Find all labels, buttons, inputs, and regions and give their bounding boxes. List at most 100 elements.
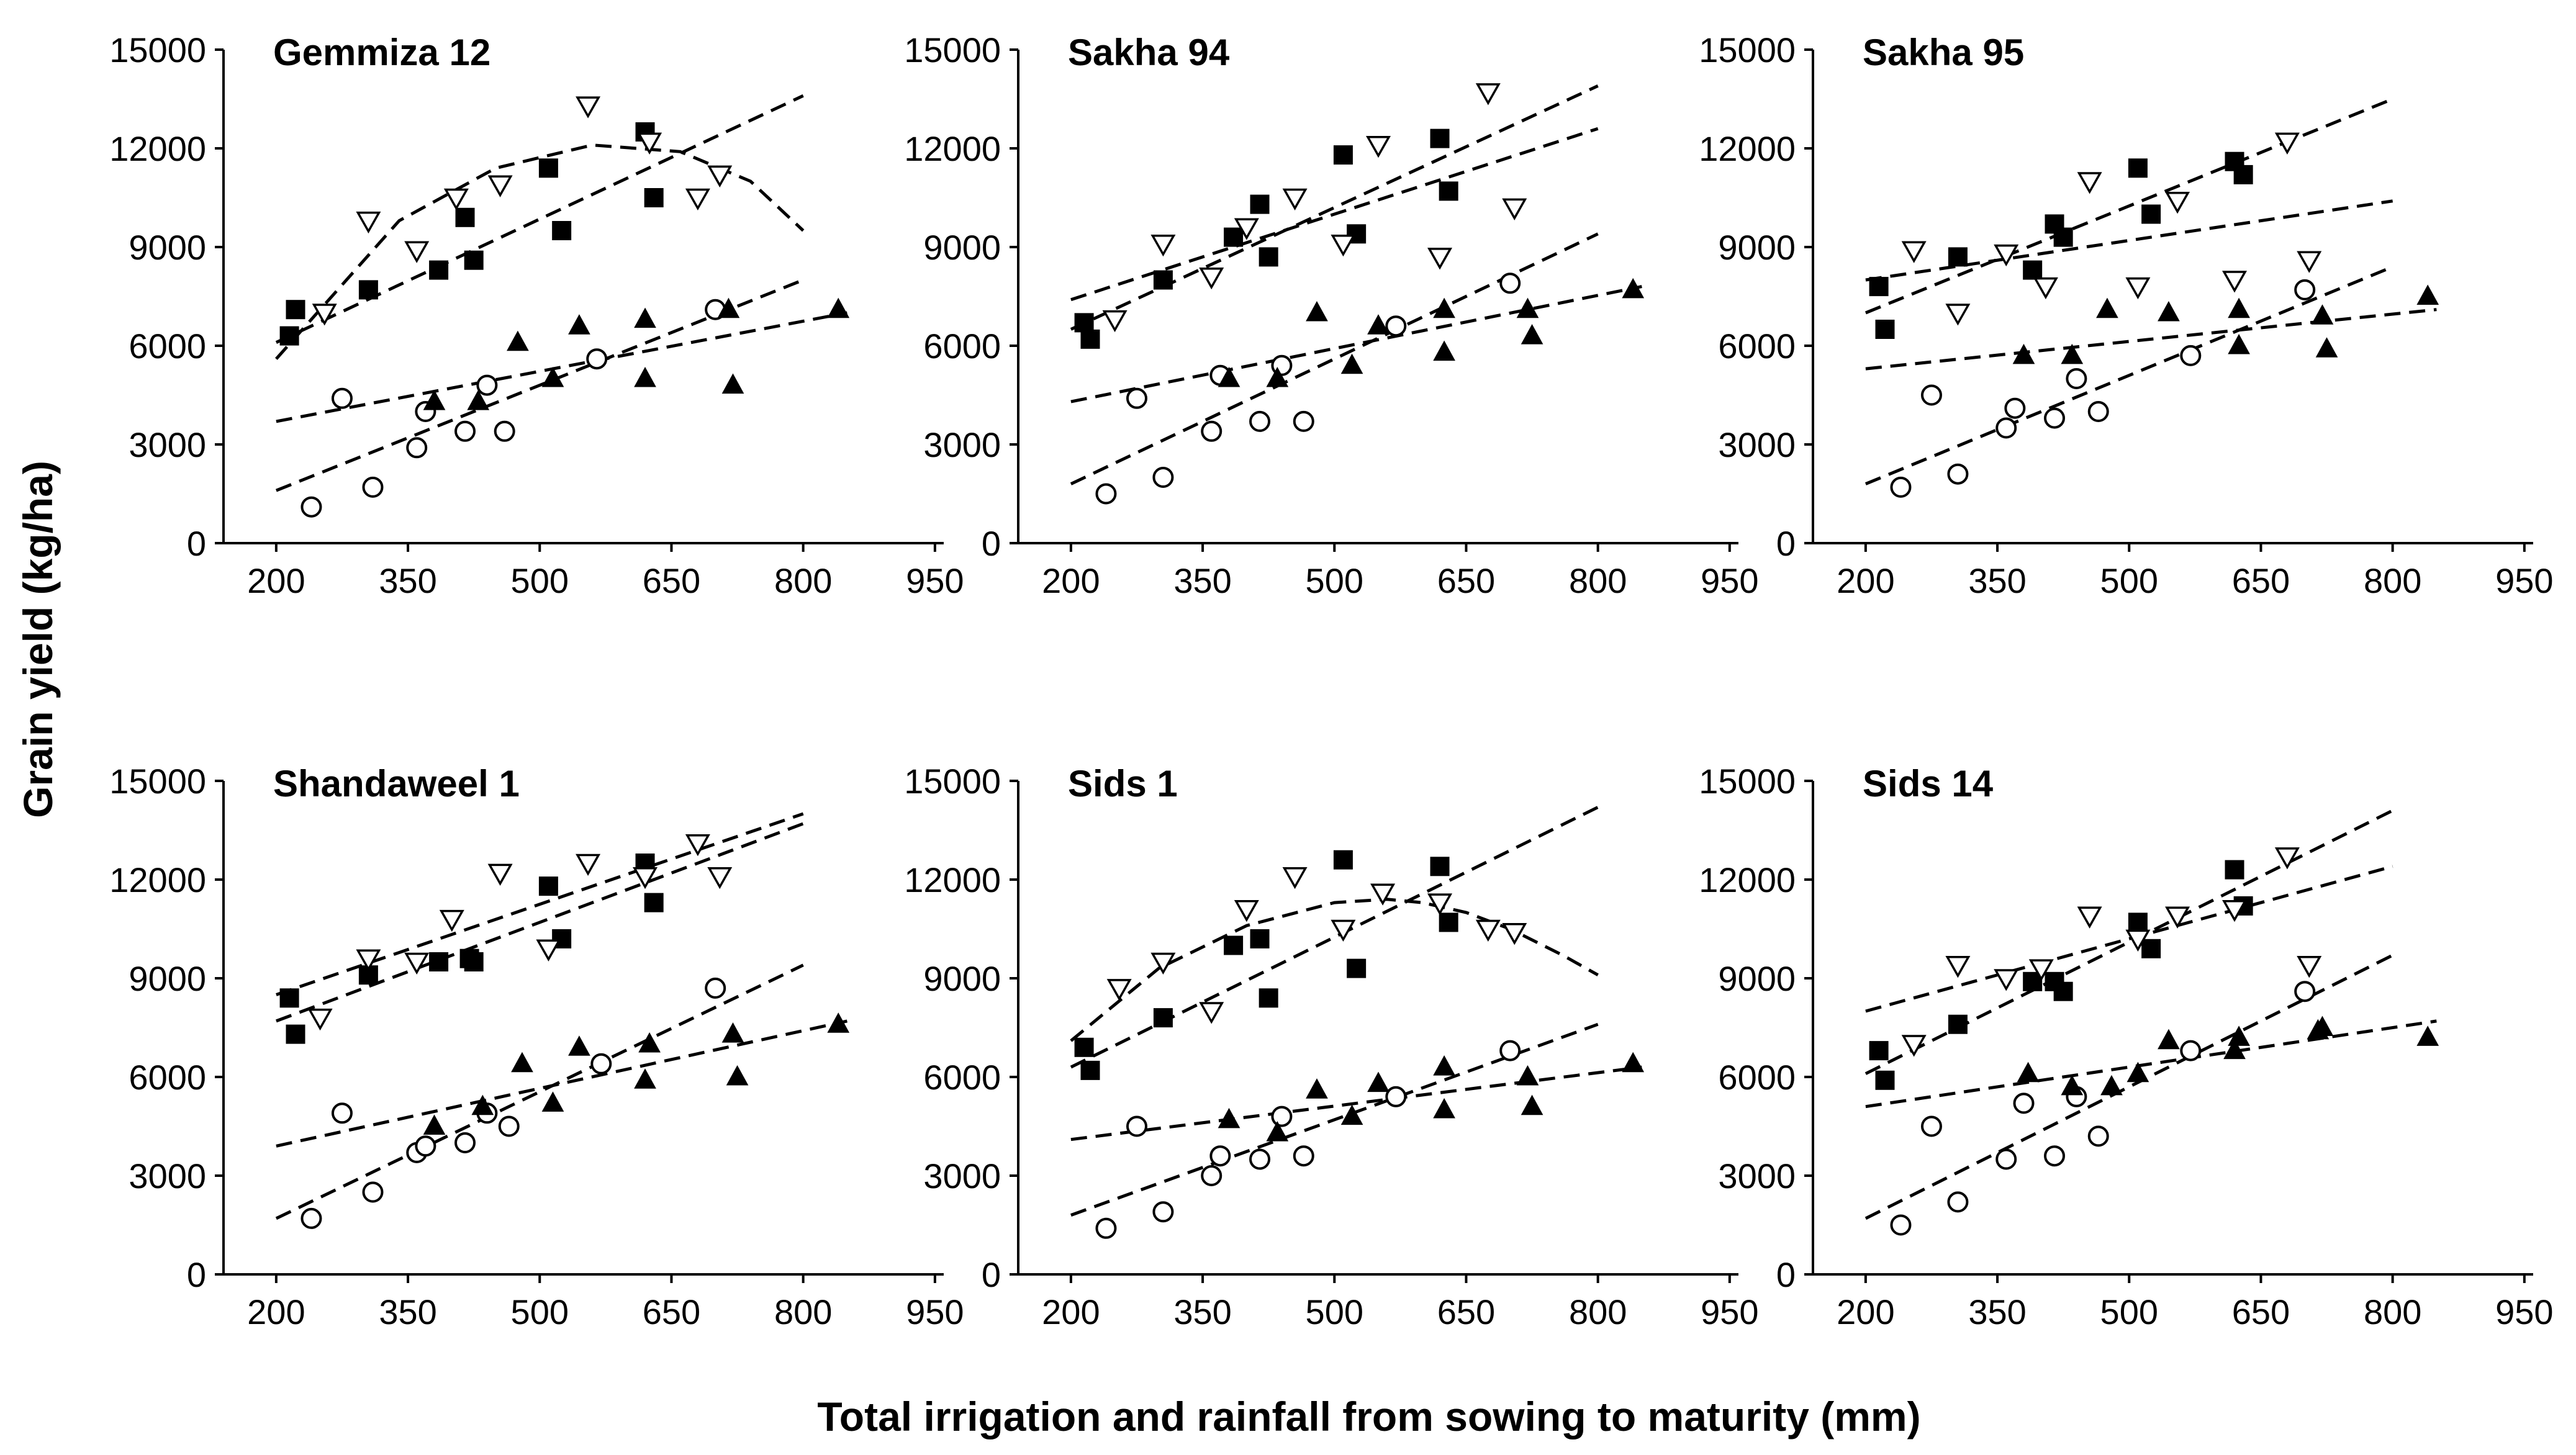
x-tick-label: 800 [2364, 1292, 2421, 1331]
fit-line-linear [1070, 285, 1642, 403]
point-open-down-triangle [1502, 198, 1527, 220]
fit-line-linear [276, 822, 804, 1023]
point-filled-triangle [2416, 1025, 2439, 1046]
x-tick-label: 800 [1569, 1292, 1627, 1331]
point-filled-triangle [2228, 297, 2250, 318]
point-filled-triangle [827, 1012, 850, 1033]
x-tick-label: 950 [1701, 561, 1758, 600]
point-open-circle [1293, 1145, 1314, 1167]
point-open-circle [1920, 384, 1942, 406]
x-tick-label: 650 [1437, 1292, 1495, 1331]
x-tick-label: 500 [1306, 561, 1363, 600]
point-open-down-triangle [1150, 952, 1176, 975]
y-tick-label: 0 [1776, 524, 1796, 563]
y-tick-label: 9000 [129, 959, 206, 998]
point-open-down-triangle [536, 939, 561, 962]
point-open-down-triangle [633, 867, 658, 890]
point-open-down-triangle [2297, 956, 2322, 978]
point-open-circle [1249, 410, 1271, 432]
y-tick-label: 9000 [129, 228, 206, 267]
y-tick-label: 3000 [129, 1156, 206, 1196]
point-open-circle [1890, 476, 1912, 498]
y-tick-label: 3000 [923, 1156, 1001, 1196]
point-open-circle [2013, 1092, 2035, 1114]
point-open-circle [1201, 1165, 1222, 1186]
point-filled-square [455, 207, 475, 227]
y-tick-label: 3000 [129, 425, 206, 464]
fit-line-linear [1070, 1022, 1599, 1217]
point-filled-triangle [1521, 324, 1543, 345]
point-open-circle [1152, 1201, 1174, 1223]
x-tick-label: 350 [1173, 561, 1231, 600]
point-filled-square [1347, 958, 1367, 978]
point-filled-triangle [2311, 1016, 2334, 1036]
point-filled-triangle [423, 1114, 446, 1135]
point-open-down-triangle [1331, 234, 1356, 257]
point-open-down-triangle [356, 949, 381, 971]
point-open-circle [406, 437, 428, 459]
x-tick-label: 950 [906, 1292, 964, 1331]
point-open-down-triangle [2125, 929, 2151, 952]
point-open-circle [1995, 417, 2017, 439]
fit-line-linear [1864, 265, 2393, 485]
point-filled-square [2053, 981, 2073, 1001]
point-filled-triangle [1218, 1107, 1241, 1128]
y-tick-label: 12000 [109, 129, 206, 168]
point-filled-triangle [467, 390, 490, 410]
fit-line-quadratic [1070, 898, 1599, 1042]
y-tick-label: 0 [982, 1255, 1001, 1294]
point-open-down-triangle [2274, 132, 2300, 155]
point-open-down-triangle [707, 867, 733, 890]
point-filled-square [1869, 277, 1889, 297]
x-tick-label: 500 [2100, 561, 2158, 600]
point-filled-triangle [511, 1052, 533, 1073]
panel: 0 3000 6000 9000 12000 15000 200 350 500 650 800 95… [904, 762, 1758, 1331]
point-open-down-triangle [487, 863, 513, 886]
y-tick-label: 0 [1776, 1255, 1796, 1294]
point-filled-triangle [2228, 333, 2250, 354]
point-open-circle [2087, 1125, 2109, 1147]
point-open-down-triangle [1427, 248, 1453, 270]
x-tick-label: 350 [1173, 1292, 1231, 1331]
fit-line-linear [1865, 865, 2393, 1013]
panel: 0 3000 6000 9000 12000 15000 200 350 500 650 800 95… [109, 30, 964, 600]
x-tick-label: 950 [2495, 561, 2553, 600]
point-filled-triangle [423, 390, 446, 410]
point-filled-square [286, 300, 305, 320]
point-filled-triangle [1622, 1052, 1645, 1073]
point-open-circle [2087, 401, 2109, 422]
x-tick-label: 500 [1306, 1292, 1363, 1331]
point-filled-square [644, 893, 664, 912]
y-tick-label: 15000 [904, 762, 1001, 801]
fit-line-linear [1070, 232, 1599, 485]
point-open-down-triangle [685, 188, 710, 211]
point-open-down-triangle [439, 909, 464, 932]
point-open-down-triangle [685, 834, 710, 857]
point-filled-triangle [2012, 343, 2035, 364]
point-open-down-triangle [2165, 192, 2190, 214]
point-open-down-triangle [487, 175, 513, 197]
point-filled-triangle [726, 1065, 749, 1086]
x-tick-label: 800 [1569, 561, 1627, 600]
point-open-circle [1920, 1115, 1942, 1137]
point-open-down-triangle [2274, 847, 2300, 870]
point-filled-square [464, 952, 484, 971]
point-open-down-triangle [1901, 1035, 1927, 1057]
point-filled-triangle [568, 1035, 590, 1056]
panel: 0 3000 6000 9000 12000 15000 200 350 500 650 800 95… [1699, 762, 2553, 1331]
point-filled-triangle [568, 314, 590, 335]
point-open-down-triangle [1282, 867, 1308, 890]
point-open-down-triangle [1234, 218, 1259, 240]
x-tick-label: 350 [1968, 1292, 2026, 1331]
point-filled-square [2141, 939, 2161, 958]
y-tick-label: 15000 [109, 762, 206, 801]
point-open-circle [1890, 1214, 1912, 1236]
point-open-circle [301, 1207, 322, 1229]
point-open-down-triangle [312, 304, 337, 326]
point-open-circle [331, 1102, 353, 1124]
point-open-down-triangle [1370, 883, 1396, 906]
panel-title: Gemmiza 12 [273, 32, 490, 73]
y-tick-label: 9000 [923, 959, 1001, 998]
point-filled-square [1333, 145, 1353, 165]
x-tick-label: 350 [379, 1292, 436, 1331]
